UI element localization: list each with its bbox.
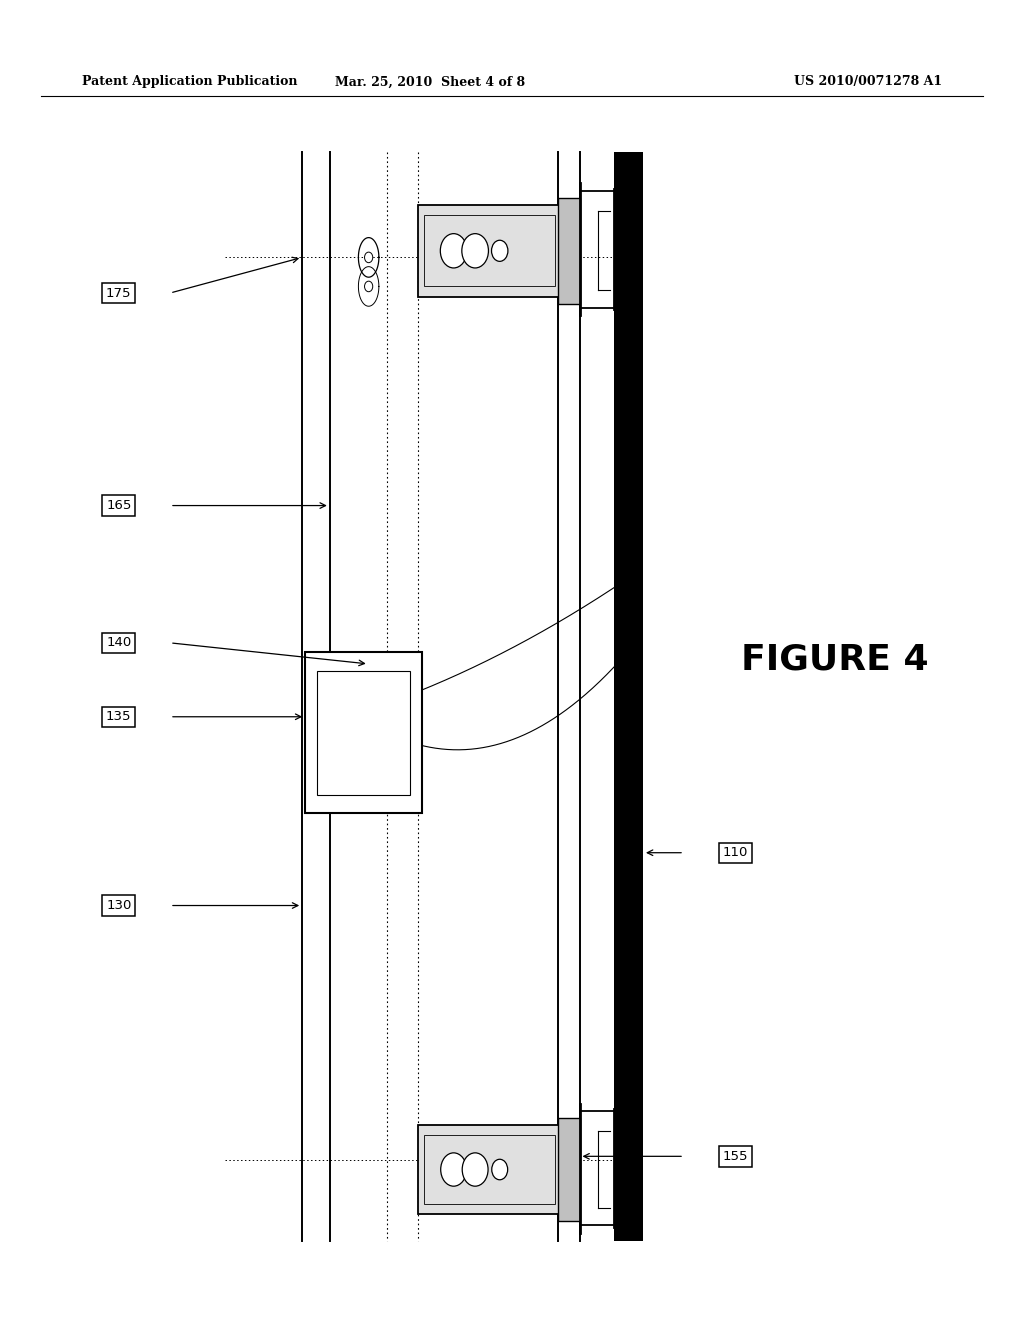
Bar xyxy=(418,1125,561,1214)
Text: US 2010/0071278 A1: US 2010/0071278 A1 xyxy=(794,75,942,88)
Bar xyxy=(558,1118,580,1221)
Circle shape xyxy=(365,252,373,263)
Circle shape xyxy=(440,234,467,268)
Text: Patent Application Publication: Patent Application Publication xyxy=(82,75,297,88)
Bar xyxy=(558,198,580,304)
Bar xyxy=(418,205,561,297)
Text: 175: 175 xyxy=(106,286,131,300)
Text: 110: 110 xyxy=(723,846,748,859)
Circle shape xyxy=(440,1152,467,1187)
Circle shape xyxy=(492,240,508,261)
Text: Mar. 25, 2010  Sheet 4 of 8: Mar. 25, 2010 Sheet 4 of 8 xyxy=(335,75,525,88)
Bar xyxy=(424,215,555,286)
Text: 130: 130 xyxy=(106,899,131,912)
Text: FIGURE 4: FIGURE 4 xyxy=(740,643,929,677)
Bar xyxy=(305,652,422,813)
Text: 135: 135 xyxy=(106,710,131,723)
Bar xyxy=(614,152,643,1241)
Text: 155: 155 xyxy=(723,1150,748,1163)
Circle shape xyxy=(365,281,373,292)
Circle shape xyxy=(462,234,488,268)
Circle shape xyxy=(492,1159,508,1180)
Text: 140: 140 xyxy=(106,636,131,649)
Circle shape xyxy=(462,1152,488,1187)
Bar xyxy=(424,1135,555,1204)
Bar xyxy=(317,671,410,795)
Text: 165: 165 xyxy=(106,499,131,512)
